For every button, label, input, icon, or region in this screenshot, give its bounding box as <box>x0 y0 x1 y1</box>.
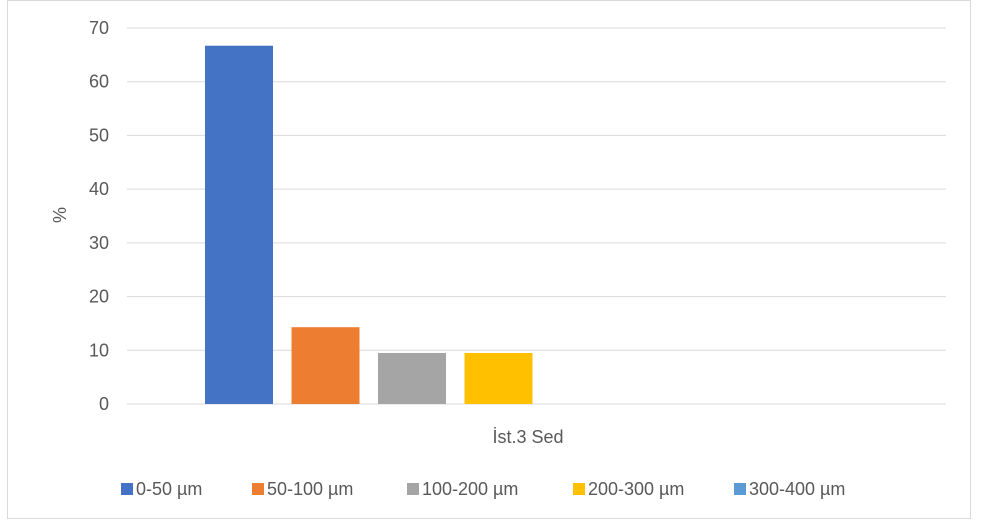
bar-0-50-m <box>205 45 273 405</box>
bar-100-200-m <box>378 352 446 404</box>
legend-swatch <box>252 483 264 495</box>
legend-item: 300-400 µm <box>734 479 845 499</box>
y-tick-label: 70 <box>89 18 109 38</box>
x-category-label: İst.3 Sed <box>492 427 563 447</box>
chart-frame <box>7 0 971 519</box>
legend-swatch <box>573 483 585 495</box>
legend-label: 200-300 µm <box>588 479 684 499</box>
y-tick-label: 50 <box>89 125 109 145</box>
y-axis-title: % <box>50 207 70 223</box>
y-tick-label: 40 <box>89 179 109 199</box>
legend-item: 200-300 µm <box>573 479 684 499</box>
bars <box>205 45 533 405</box>
legend-label: 300-400 µm <box>749 479 845 499</box>
y-tick-label: 0 <box>99 394 109 414</box>
legend-item: 50-100 µm <box>252 479 353 499</box>
legend-swatch <box>407 483 419 495</box>
y-tick-label: 30 <box>89 233 109 253</box>
legend-swatch <box>734 483 746 495</box>
y-tick-label: 20 <box>89 287 109 307</box>
legend-label: 100-200 µm <box>422 479 518 499</box>
y-tick-label: 10 <box>89 340 109 360</box>
bar-200-300-m <box>464 352 533 404</box>
legend-item: 100-200 µm <box>407 479 518 499</box>
legend-swatch <box>121 483 133 495</box>
legend-label: 50-100 µm <box>267 479 353 499</box>
y-tick-label: 60 <box>89 72 109 92</box>
legend-label: 0-50 µm <box>136 479 202 499</box>
bar-50-100-m <box>291 327 360 404</box>
legend: 0-50 µm 50-100 µm 100-200 µm 200-300 µm 300-… <box>121 479 845 499</box>
y-axis-tick-labels: 0 10 20 30 40 50 60 70 <box>89 18 109 414</box>
legend-item: 0-50 µm <box>121 479 202 499</box>
